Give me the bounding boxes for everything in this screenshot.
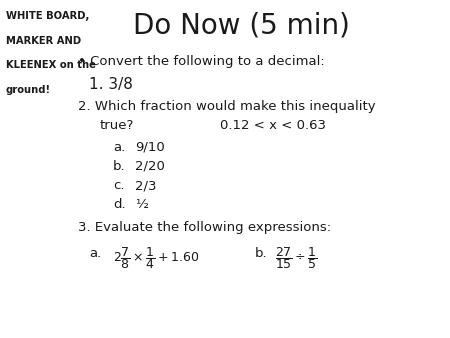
Text: 2/3: 2/3: [135, 179, 156, 192]
Text: MARKER AND: MARKER AND: [6, 36, 81, 46]
Text: a.: a.: [89, 247, 101, 260]
Text: ½: ½: [135, 198, 148, 211]
Text: 9/10: 9/10: [135, 141, 165, 153]
Text: 0.12 < x < 0.63: 0.12 < x < 0.63: [220, 119, 326, 132]
Text: 2. Which fraction would make this inequality: 2. Which fraction would make this inequa…: [78, 100, 376, 113]
Text: b.: b.: [113, 160, 126, 173]
Text: 2/20: 2/20: [135, 160, 165, 173]
Text: a.: a.: [113, 141, 125, 153]
Text: true?: true?: [100, 119, 134, 132]
Text: $\dfrac{27}{15} \div \dfrac{1}{5}$: $\dfrac{27}{15} \div \dfrac{1}{5}$: [274, 245, 318, 271]
Text: ground!: ground!: [6, 85, 51, 95]
Text: • Convert the following to a decimal:: • Convert the following to a decimal:: [78, 55, 324, 68]
Text: 1. 3/8: 1. 3/8: [89, 77, 133, 92]
Text: KLEENEX on the: KLEENEX on the: [6, 61, 96, 70]
Text: Do Now (5 min): Do Now (5 min): [133, 11, 350, 40]
Text: d.: d.: [113, 198, 126, 211]
Text: b.: b.: [255, 247, 268, 260]
Text: c.: c.: [113, 179, 124, 192]
Text: $2\dfrac{7}{8} \times \dfrac{1}{4} + 1.60$: $2\dfrac{7}{8} \times \dfrac{1}{4} + 1.6…: [113, 245, 200, 271]
Text: WHITE BOARD,: WHITE BOARD,: [6, 11, 89, 21]
Text: 3. Evaluate the following expressions:: 3. Evaluate the following expressions:: [78, 221, 331, 234]
